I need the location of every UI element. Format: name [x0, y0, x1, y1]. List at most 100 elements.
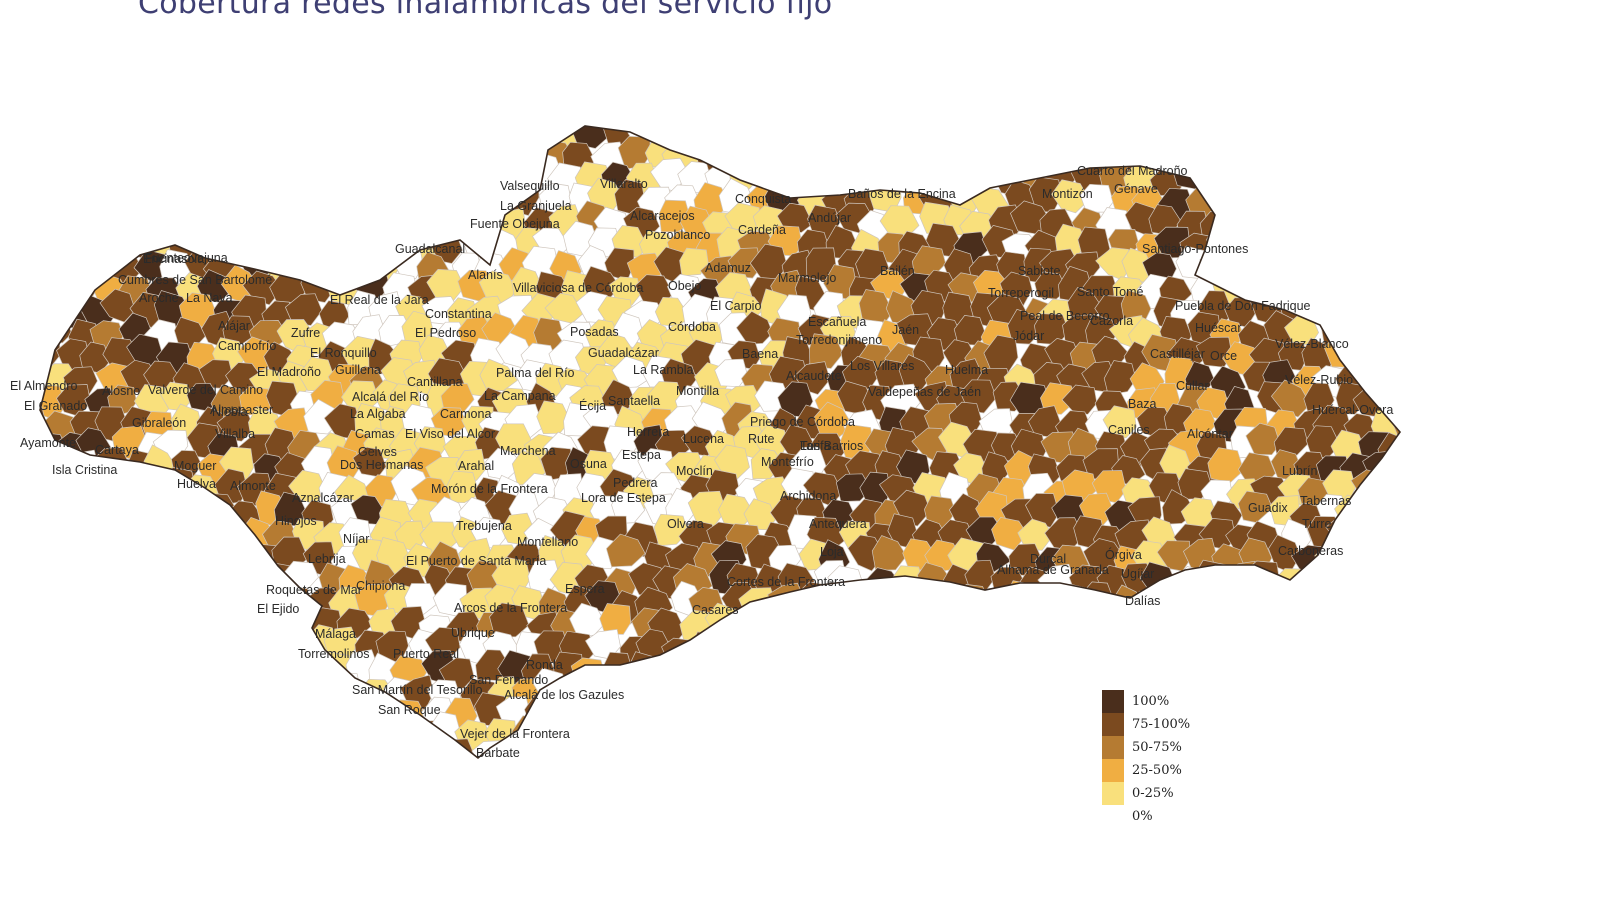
municipality	[181, 560, 220, 594]
municipality	[634, 679, 674, 712]
place-label: La Campana	[484, 389, 556, 403]
municipality	[1273, 568, 1311, 599]
municipality	[1245, 422, 1281, 456]
municipality	[853, 586, 887, 619]
municipality	[800, 140, 835, 176]
municipality	[40, 494, 49, 528]
place-label: Vélez-Blanco	[1275, 337, 1349, 351]
place-label: San Roque	[378, 703, 441, 717]
place-label: Andújar	[808, 211, 851, 225]
municipality	[992, 696, 1031, 733]
municipality	[1208, 677, 1242, 709]
place-label: Alanís	[468, 268, 503, 282]
municipality	[965, 603, 1000, 641]
municipality	[1389, 537, 1400, 571]
municipality	[371, 742, 408, 758]
municipality	[377, 137, 416, 169]
municipality	[245, 720, 279, 757]
municipality	[1017, 743, 1054, 758]
municipality	[1363, 363, 1400, 396]
municipality	[521, 740, 558, 758]
municipality	[136, 208, 170, 243]
place-label: Arcos de la Frontera	[454, 601, 567, 615]
municipality	[628, 734, 667, 758]
municipality	[66, 582, 98, 615]
municipality	[217, 142, 259, 175]
place-label: Puebla de Don Fadrique	[1175, 299, 1311, 313]
municipality	[1264, 676, 1306, 712]
map-title: Cobertura redes inalámbricas del servici…	[138, 0, 833, 21]
municipality	[1259, 623, 1299, 657]
municipality	[252, 90, 285, 125]
municipality	[1378, 243, 1400, 280]
municipality	[578, 736, 610, 758]
municipality	[735, 310, 774, 345]
municipality	[883, 744, 917, 758]
municipality	[1000, 715, 1037, 748]
municipality	[701, 699, 735, 733]
municipality	[87, 182, 125, 214]
municipality	[310, 693, 350, 727]
municipality	[1142, 649, 1178, 685]
municipality	[131, 609, 166, 641]
municipality	[654, 698, 686, 733]
municipality	[438, 738, 476, 758]
place-label: Alcaracejos	[630, 209, 695, 223]
municipality	[606, 533, 646, 568]
municipality	[1236, 265, 1276, 300]
municipality	[92, 724, 133, 758]
municipality	[186, 696, 222, 730]
municipality	[1092, 647, 1126, 681]
place-label: Jaén	[892, 323, 919, 337]
municipality	[1122, 126, 1158, 151]
municipality	[126, 126, 163, 150]
municipality	[570, 657, 606, 689]
municipality	[162, 649, 202, 685]
municipality	[1209, 584, 1242, 619]
municipality	[1020, 692, 1057, 730]
municipality	[992, 126, 1028, 147]
municipality	[1103, 360, 1137, 396]
municipality	[878, 126, 915, 127]
municipality	[809, 333, 844, 369]
municipality	[1389, 588, 1400, 623]
municipality	[1272, 156, 1313, 194]
place-label: Aznalcázar	[292, 491, 354, 505]
municipality	[1329, 297, 1367, 332]
municipality	[134, 473, 172, 506]
municipality	[717, 632, 752, 666]
place-label: Santiago-Pontones	[1142, 242, 1248, 256]
place-label: Zufre	[291, 326, 320, 340]
municipality	[1287, 630, 1326, 666]
municipality	[1390, 314, 1400, 348]
municipality	[1340, 181, 1375, 216]
municipality	[300, 225, 337, 259]
place-label: Constantina	[425, 307, 492, 321]
municipality	[746, 720, 779, 752]
municipality	[310, 167, 348, 200]
municipality	[843, 628, 875, 665]
municipality	[1276, 126, 1314, 145]
municipality	[1173, 654, 1211, 685]
municipality	[939, 744, 975, 758]
municipality	[1234, 126, 1270, 131]
municipality	[128, 162, 169, 194]
municipality	[911, 126, 944, 147]
municipality	[778, 607, 817, 637]
municipality	[1257, 135, 1296, 165]
municipality	[662, 720, 699, 756]
municipality	[1261, 178, 1293, 212]
place-label: Camas	[355, 427, 395, 441]
municipality	[1351, 335, 1392, 371]
municipality	[103, 519, 143, 554]
municipality	[342, 159, 381, 195]
municipality	[8, 203, 39, 235]
place-label: Alcóntar	[1187, 427, 1233, 441]
municipality	[1384, 557, 1400, 593]
municipality	[979, 715, 1014, 749]
place-label: El Almendro	[10, 379, 77, 393]
place-label: El Madroño	[257, 365, 321, 379]
place-label: Cazorla	[1090, 314, 1133, 328]
place-label: Peal de Becerro	[1020, 309, 1110, 323]
municipality	[1186, 138, 1219, 172]
